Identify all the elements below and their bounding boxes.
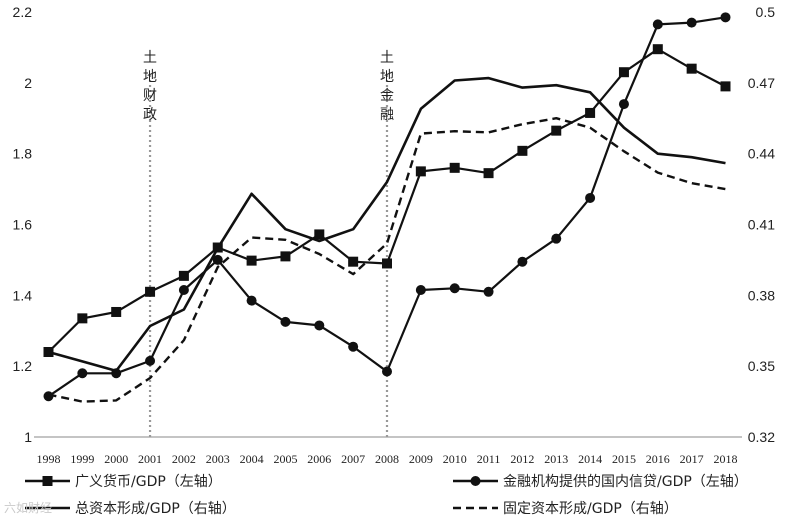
x-tick-label: 2007: [341, 452, 365, 466]
x-tick-label: 1999: [70, 452, 94, 466]
legend-marker: [470, 476, 481, 486]
data-point: [43, 347, 54, 357]
data-point: [449, 162, 460, 173]
annotations: 土地财政 土地金融: [143, 50, 394, 437]
data-point: [517, 256, 528, 267]
x-tick-label: 2017: [680, 452, 704, 466]
right-axis: 0.32 0.35 0.38 0.41 0.44 0.47 0.5: [748, 4, 775, 445]
data-point: [314, 229, 325, 240]
data-point: [348, 256, 359, 267]
left-tick-label: 1.8: [13, 146, 33, 162]
data-point: [111, 368, 122, 379]
legend-marker: [42, 476, 53, 486]
right-tick-label: 0.44: [748, 146, 775, 162]
data-point: [77, 313, 88, 324]
x-tick-label: 2011: [477, 452, 501, 466]
data-point: [280, 316, 291, 327]
x-tick-label: 2004: [240, 452, 264, 466]
data-point: [280, 251, 291, 262]
data-point: [178, 270, 189, 281]
legend-label: 总资本形成/GDP（右轴）: [75, 501, 236, 517]
x-tick-label: 2003: [206, 452, 230, 466]
left-tick-label: 1: [24, 429, 32, 445]
right-tick-label: 0.5: [756, 4, 776, 20]
data-point: [517, 145, 528, 156]
data-point: [551, 233, 562, 244]
data-point: [415, 285, 426, 296]
data-point: [686, 17, 697, 28]
x-tick-label: 2000: [104, 452, 128, 466]
data-point: [686, 63, 697, 74]
x-tick-label: 2010: [443, 452, 467, 466]
annotation-label: 土地金融: [380, 50, 394, 123]
x-tick-label: 2005: [273, 452, 297, 466]
series-layer: [43, 12, 731, 403]
right-tick-label: 0.32: [748, 429, 775, 445]
x-tick-label: 2001: [138, 452, 162, 466]
left-tick-label: 1.4: [13, 287, 33, 303]
data-point: [246, 295, 257, 306]
data-point: [212, 254, 223, 265]
right-tick-label: 0.41: [748, 217, 775, 233]
left-tick-label: 2.2: [13, 4, 33, 20]
data-point: [178, 285, 189, 296]
x-tick-label: 2014: [578, 452, 602, 466]
data-point: [77, 368, 88, 379]
x-tick-label: 2002: [172, 452, 196, 466]
data-point: [382, 366, 392, 377]
data-point: [652, 44, 663, 55]
x-tick-label: 2006: [307, 452, 331, 466]
data-point: [652, 19, 663, 30]
left-tick-label: 1.6: [13, 217, 33, 233]
x-axis: 1998 1999 2000 2001 2002 2003 2004 2005 2006 2007…: [34, 436, 742, 466]
data-point: [618, 67, 629, 78]
x-tick-label: 2018: [714, 452, 738, 466]
legend: 广义货币/GDP（左轴） 金融机构提供的国内信贷/GDP（左轴） 总资本形成/GDP…: [25, 473, 748, 517]
left-tick-label: 1.2: [13, 358, 33, 374]
x-tick-label: 2015: [612, 452, 636, 466]
series-line-3: [48, 116, 726, 403]
data-point: [483, 286, 494, 297]
data-point: [145, 286, 156, 297]
right-tick-label: 0.35: [748, 358, 775, 374]
data-point: [585, 192, 596, 203]
x-tick-label: 2008: [375, 452, 399, 466]
left-tick-label: 2: [24, 75, 32, 91]
data-point: [551, 125, 562, 136]
data-point: [145, 355, 156, 366]
data-point: [246, 255, 257, 266]
data-point: [415, 166, 426, 177]
data-point: [314, 320, 325, 331]
legend-label: 广义货币/GDP（左轴）: [75, 473, 222, 490]
data-point: [43, 391, 54, 402]
x-tick-label: 2013: [544, 452, 568, 466]
data-point: [382, 258, 392, 269]
data-point: [111, 306, 122, 317]
data-point: [585, 107, 596, 118]
data-point: [449, 283, 460, 294]
annotation-label: 土地财政: [143, 50, 157, 123]
data-point: [720, 81, 731, 92]
x-tick-label: 1998: [37, 452, 61, 466]
x-tick-label: 2012: [510, 452, 534, 466]
data-point: [483, 168, 494, 179]
data-point: [212, 242, 223, 253]
left-axis: 1 1.2 1.4 1.6 1.8 2 2.2: [13, 4, 33, 445]
x-tick-label: 2009: [409, 452, 433, 466]
watermark: 六如财经: [4, 501, 53, 515]
data-point: [348, 341, 359, 352]
x-tick-label: 2016: [646, 452, 670, 466]
legend-label: 固定资本形成/GDP（右轴）: [503, 501, 678, 517]
legend-label: 金融机构提供的国内信贷/GDP（左轴）: [503, 474, 748, 490]
data-point: [720, 12, 731, 23]
right-tick-label: 0.38: [748, 287, 775, 303]
series-line-2: [48, 76, 726, 373]
right-tick-label: 0.47: [748, 75, 775, 91]
data-point: [618, 99, 629, 110]
